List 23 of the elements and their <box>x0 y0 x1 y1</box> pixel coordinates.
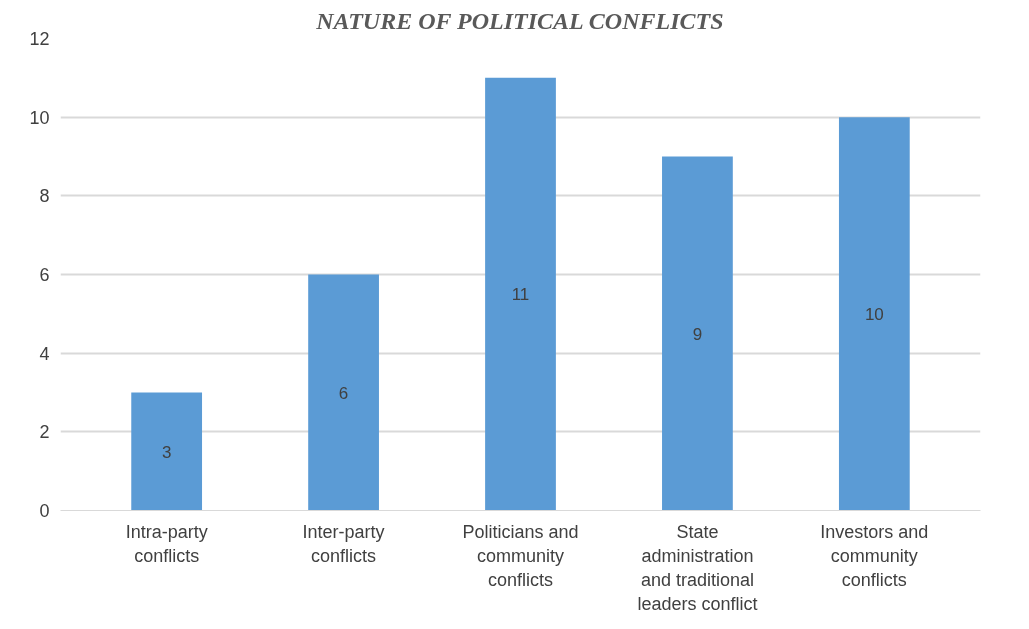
x-tick-label: Inter-party conflicts <box>302 521 385 566</box>
x-tick-label: Intra-party conflicts <box>125 521 208 566</box>
data-label: 11 <box>511 285 530 305</box>
bar <box>308 274 379 511</box>
bar <box>485 77 556 511</box>
x-tick-label: Politicians and community conflicts <box>462 521 579 590</box>
bar <box>838 117 910 511</box>
y-tick-label: 10 <box>29 107 50 128</box>
bar <box>662 156 733 511</box>
y-tick-label: 12 <box>29 29 50 49</box>
data-label: 9 <box>692 324 703 344</box>
y-tick-label: 4 <box>39 343 50 364</box>
data-label: 6 <box>338 383 349 403</box>
y-tick-label: 8 <box>39 186 50 207</box>
x-tick-label: State administration and traditional leaders conflict <box>637 521 758 614</box>
x-tick-label: Investors and community conflicts <box>820 521 929 590</box>
data-label: 3 <box>161 442 172 462</box>
data-label: 10 <box>864 304 884 324</box>
y-tick-label: 0 <box>39 501 50 521</box>
y-tick-label: 6 <box>39 265 50 285</box>
bar <box>131 392 203 511</box>
chart-title: NATURE OF POLITICAL CONFLICTS <box>315 7 724 34</box>
y-tick-label: 2 <box>39 422 50 443</box>
